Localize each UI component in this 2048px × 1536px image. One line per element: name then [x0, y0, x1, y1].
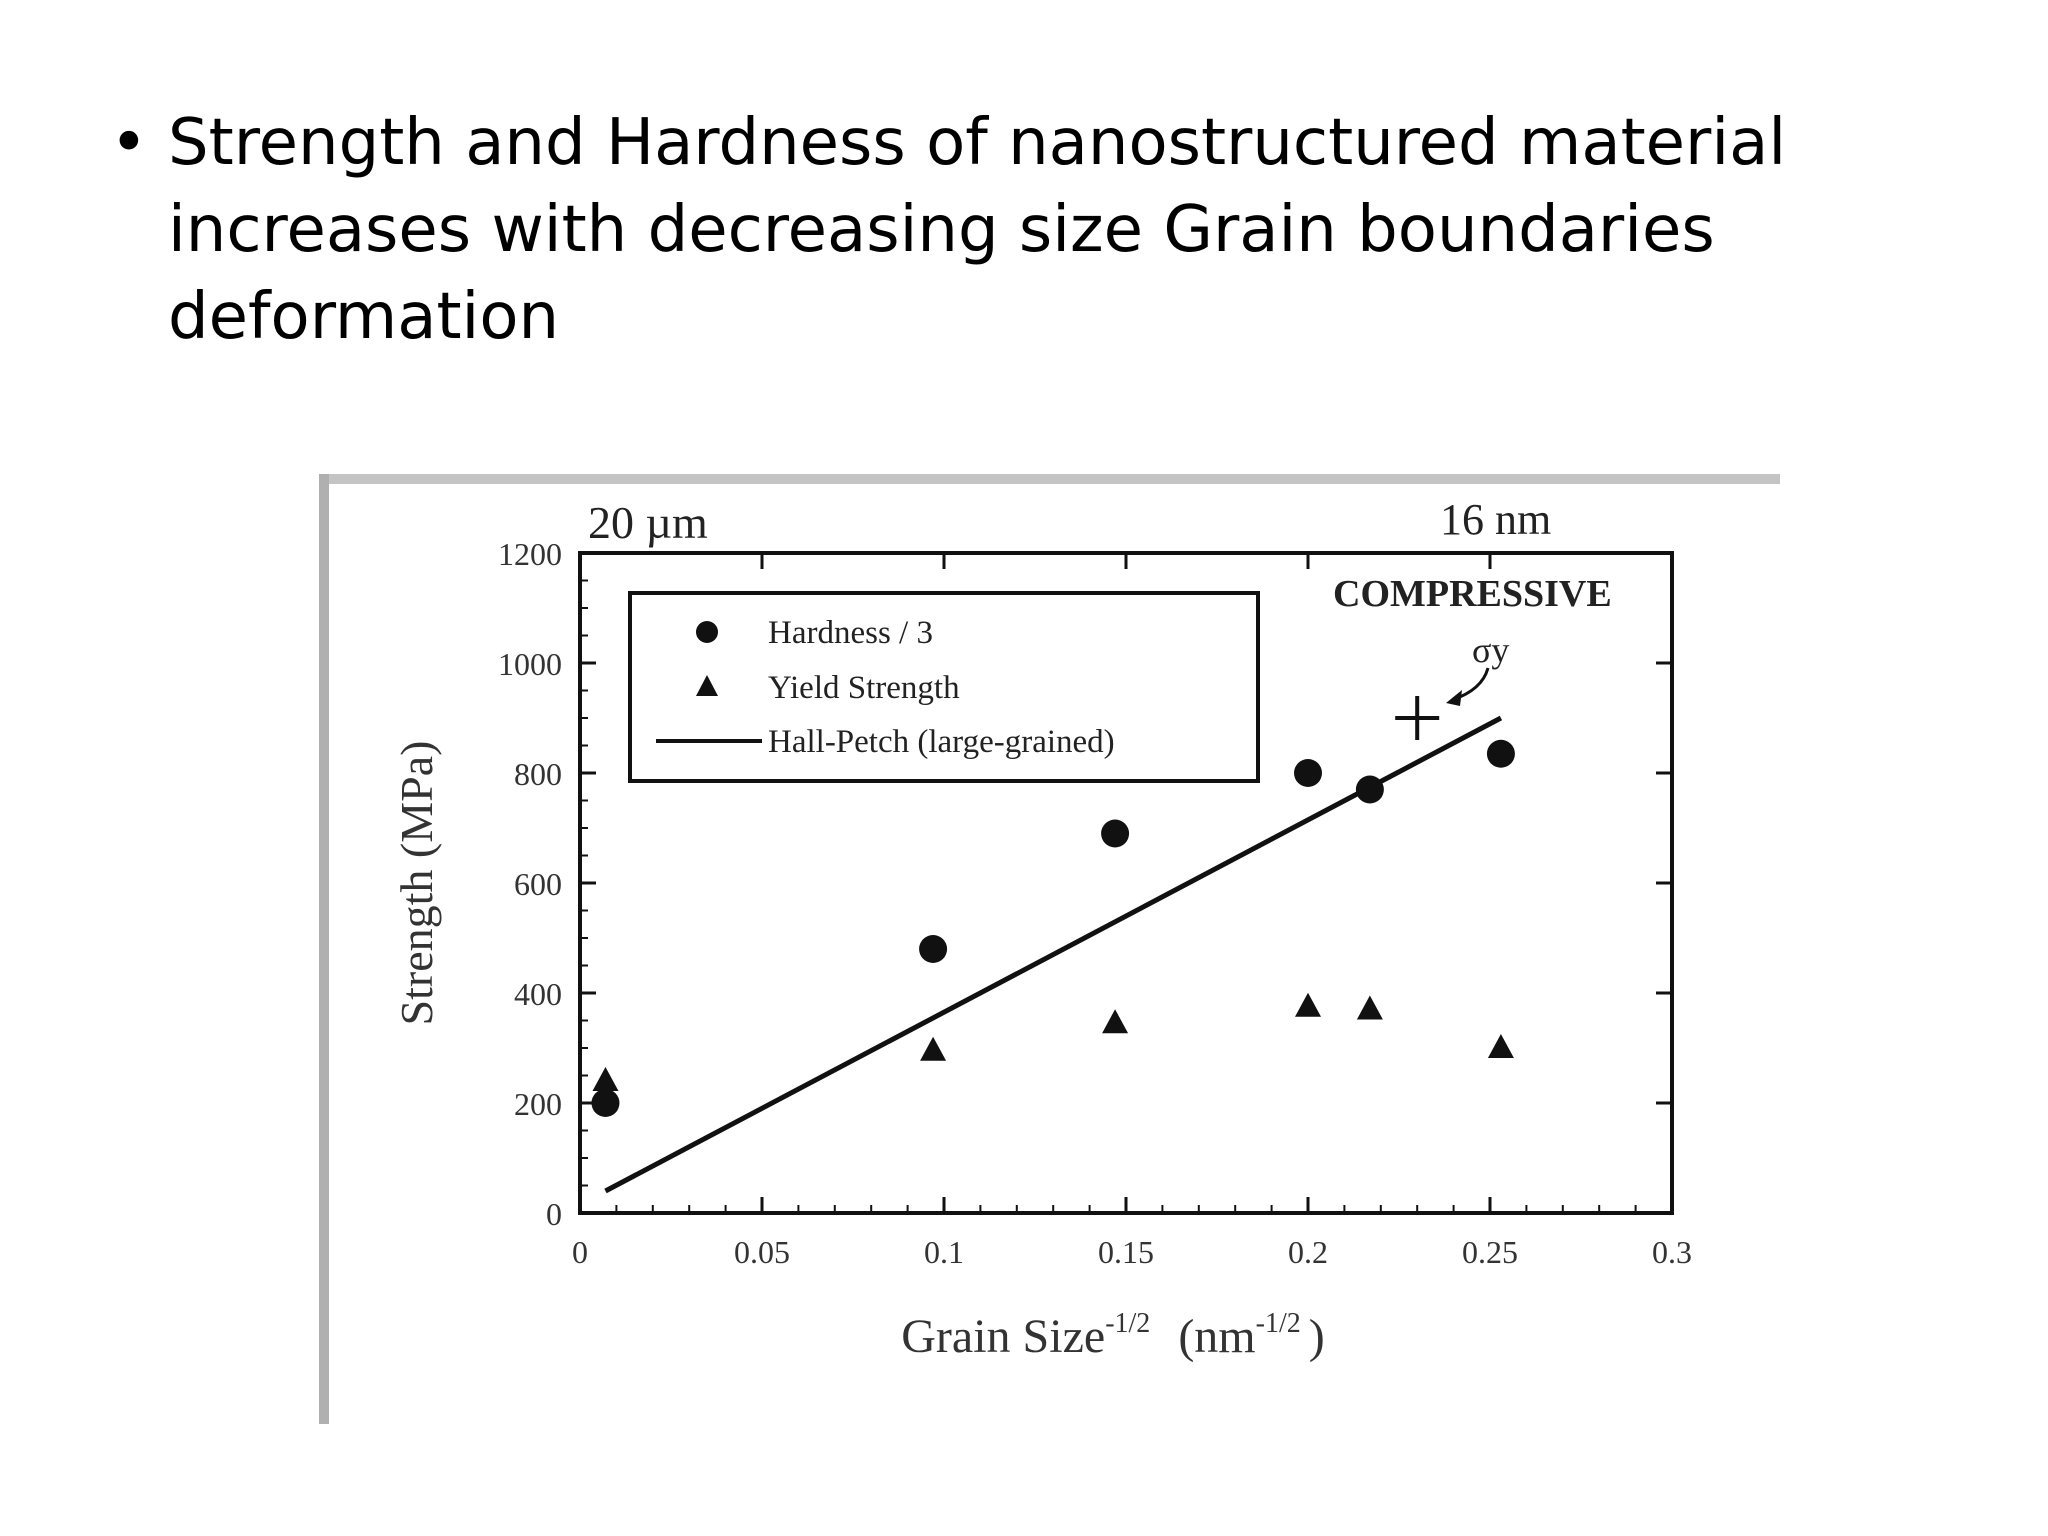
hall-petch-line: [604, 715, 1503, 1194]
x-tick-label: 0.25: [1462, 1234, 1518, 1270]
x-tick-label: 0.05: [734, 1234, 790, 1270]
x-tick-label: 0: [572, 1234, 588, 1270]
x-tick-label: 0.1: [924, 1234, 964, 1270]
bullet-text: Strength and Hardness of nanostructured …: [168, 106, 1787, 354]
hardness-point: [1355, 775, 1384, 804]
bullet-icon: •: [110, 106, 148, 180]
y-tick-label: 600: [514, 866, 562, 902]
top-label-left: 20 µm: [588, 497, 708, 548]
x-axis-label-unit-close: ): [1309, 1310, 1325, 1363]
y-tick-label: 1200: [498, 536, 562, 572]
yield-strength-point: [1487, 1034, 1514, 1058]
y-axis-ticks: 0 200 400 600 800 1000 1200: [498, 536, 1672, 1232]
x-axis-label-sup: -1/2: [1105, 1308, 1150, 1339]
y-axis-label: Strength (MPa): [391, 741, 442, 1026]
x-axis-label-main: Grain Size: [901, 1310, 1105, 1363]
yield-strength-points: [592, 992, 1514, 1091]
legend-label-hardness: Hardness / 3: [768, 615, 933, 651]
yield-strength-point: [1102, 1009, 1129, 1034]
x-tick-label: 0.2: [1288, 1234, 1328, 1270]
compressive-annotation: COMPRESSIVE: [1333, 573, 1612, 615]
legend-marker-yield: [696, 675, 718, 696]
legend-marker-hardness: [696, 621, 718, 643]
legend: Hardness / 3 Yield Strength Hall-Petch (…: [628, 591, 1260, 783]
figure-frame-left: [319, 474, 329, 1424]
figure-frame-top: [320, 474, 1780, 484]
top-label-right: 16 nm: [1440, 495, 1551, 544]
y-tick-label: 400: [514, 976, 562, 1012]
x-axis-label: Grain Size-1/2 (nm-1/2): [901, 1308, 1324, 1363]
hardness-points: [591, 739, 1515, 1117]
y-tick-label: 1000: [498, 646, 562, 682]
y-tick-label: 0: [546, 1196, 562, 1232]
yield-strength-point: [1356, 995, 1383, 1020]
legend-box: [628, 591, 1260, 783]
x-tick-label: 0.3: [1652, 1234, 1692, 1270]
hardness-point: [1101, 819, 1130, 848]
yield-strength-point: [1295, 992, 1321, 1017]
x-axis-ticks: 0 0.05 0.1 0.15 0.2 0.25 0.3: [572, 553, 1692, 1270]
yield-strength-point: [920, 1036, 947, 1061]
hardness-point: [591, 1089, 620, 1117]
hardness-point: [919, 935, 948, 963]
y-tick-label: 800: [514, 756, 562, 792]
legend-label-yield: Yield Strength: [768, 670, 960, 706]
x-tick-label: 0.15: [1098, 1234, 1154, 1270]
sigma-y-cross-marker: [1395, 696, 1440, 740]
bullet-point: • Strength and Hardness of nanostructure…: [110, 100, 1910, 361]
sigma-y-arrowhead: [1446, 690, 1462, 706]
sigma-y-label: σy: [1472, 630, 1509, 670]
x-axis-label-unit-open: (nm: [1178, 1310, 1255, 1363]
yield-strength-point: [592, 1067, 619, 1091]
x-axis-label-unit-sup: -1/2: [1256, 1308, 1301, 1339]
hardness-point: [1294, 759, 1322, 787]
hardness-point: [1486, 739, 1515, 768]
y-tick-label: 200: [514, 1086, 562, 1122]
legend-label-hall-petch: Hall-Petch (large-grained): [768, 724, 1115, 760]
